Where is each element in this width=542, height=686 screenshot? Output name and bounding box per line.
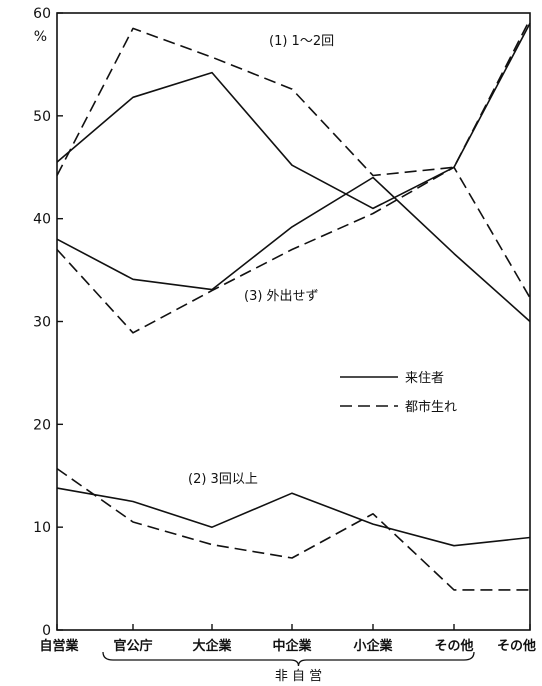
- x-tick-label: 自営業: [39, 638, 79, 654]
- series-line-group2-solid: [56, 487, 531, 547]
- group-label: (1) 1～2回: [269, 34, 334, 49]
- x-axis-ticks: 自営業 官公庁 大企業 中企業 小企業 その他 その他: [39, 624, 536, 654]
- series-line-group2-dashed: [56, 467, 530, 591]
- x-tick-label: その他: [434, 638, 473, 654]
- plot-frame: [56, 12, 531, 631]
- series-line-group1-dashed: [56, 18, 531, 177]
- series-line-group3-dashed: [56, 166, 531, 334]
- x-tick-label: 小企業: [353, 638, 393, 654]
- y-tick-label: 10: [33, 520, 51, 536]
- series-line-group1-solid: [56, 22, 531, 210]
- group-labels: (1) 1～2回 (2) 3回以上 (3) 外出せず: [188, 34, 334, 487]
- x-tick-label: 官公庁: [113, 638, 152, 654]
- series-line-group3-solid: [56, 176, 531, 323]
- y-tick-label: 30: [33, 315, 51, 331]
- y-tick-label: 60: [33, 6, 51, 22]
- group-label: (2) 3回以上: [188, 472, 258, 487]
- x-tick-label: その他: [497, 638, 536, 654]
- y-tick-label: 50: [33, 109, 51, 125]
- legend-label: 都市生れ: [405, 399, 457, 415]
- y-tick-label: 20: [33, 417, 51, 433]
- category-group-bracket: 非 自 営: [102, 651, 475, 684]
- bracket-line: [102, 651, 475, 667]
- y-tick-label: 0: [42, 623, 51, 639]
- series-lines: [56, 18, 531, 591]
- legend-label: 来住者: [405, 371, 444, 386]
- y-unit-label: %: [34, 29, 47, 45]
- x-tick-label: 中企業: [272, 638, 312, 654]
- x-tick-label: 大企業: [192, 638, 232, 654]
- y-tick-label: 40: [33, 212, 51, 228]
- y-axis-ticks: 0 10 20 30 40 50 60%: [33, 6, 63, 639]
- chart-axes: [56, 12, 531, 631]
- group-bracket-label: 非 自 営: [275, 669, 322, 684]
- group-label: (3) 外出せず: [244, 289, 319, 304]
